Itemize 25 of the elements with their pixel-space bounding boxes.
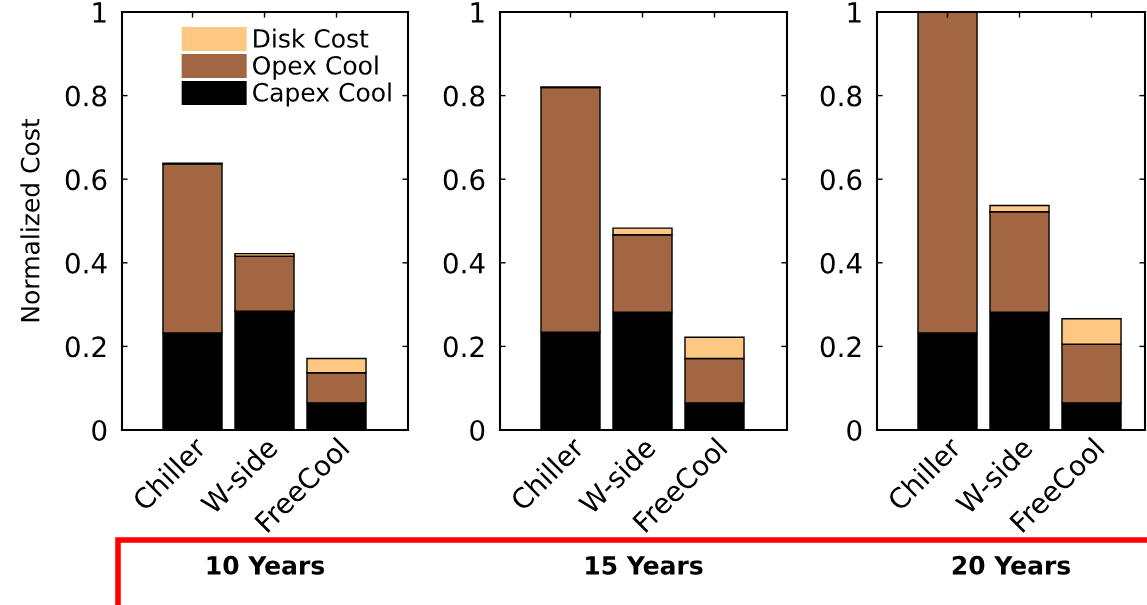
y-tick-label: 1: [93, 2, 106, 23]
y-tick-label: 0: [92, 419, 107, 441]
y-tick-label: 0.2: [65, 336, 106, 358]
y-tick-label: 1: [848, 2, 861, 23]
y-tick-label: 0.2: [443, 336, 484, 358]
y-tick-label: 0.6: [443, 169, 485, 191]
x-axis-title: 20 Years: [952, 555, 1070, 575]
y-tick-label: 0.2: [820, 336, 861, 358]
y-tick-label: 0.8: [443, 85, 485, 107]
legend-label: Capex Cool: [253, 82, 391, 107]
legend-label: Disk Cost: [254, 28, 369, 48]
y-tick-label: 0.4: [65, 252, 107, 274]
y-tick-label: 0.6: [820, 169, 862, 191]
x-axis-title: 15 Years: [586, 556, 703, 575]
y-tick-label: 1: [471, 2, 484, 23]
y-tick-label: 0: [470, 419, 485, 441]
y-tick-label: 0.4: [820, 252, 862, 274]
legend-label: Opex Cool: [253, 55, 378, 80]
y-axis-title: Normalized Cost: [20, 118, 40, 322]
y-tick-label: 0: [847, 419, 862, 441]
x-axis-title: 10 Years: [207, 555, 324, 575]
y-tick-label: 0.4: [443, 252, 485, 274]
y-tick-label: 0.8: [65, 85, 107, 107]
y-tick-label: 0.8: [820, 85, 862, 107]
y-tick-label: 0.6: [65, 169, 107, 191]
